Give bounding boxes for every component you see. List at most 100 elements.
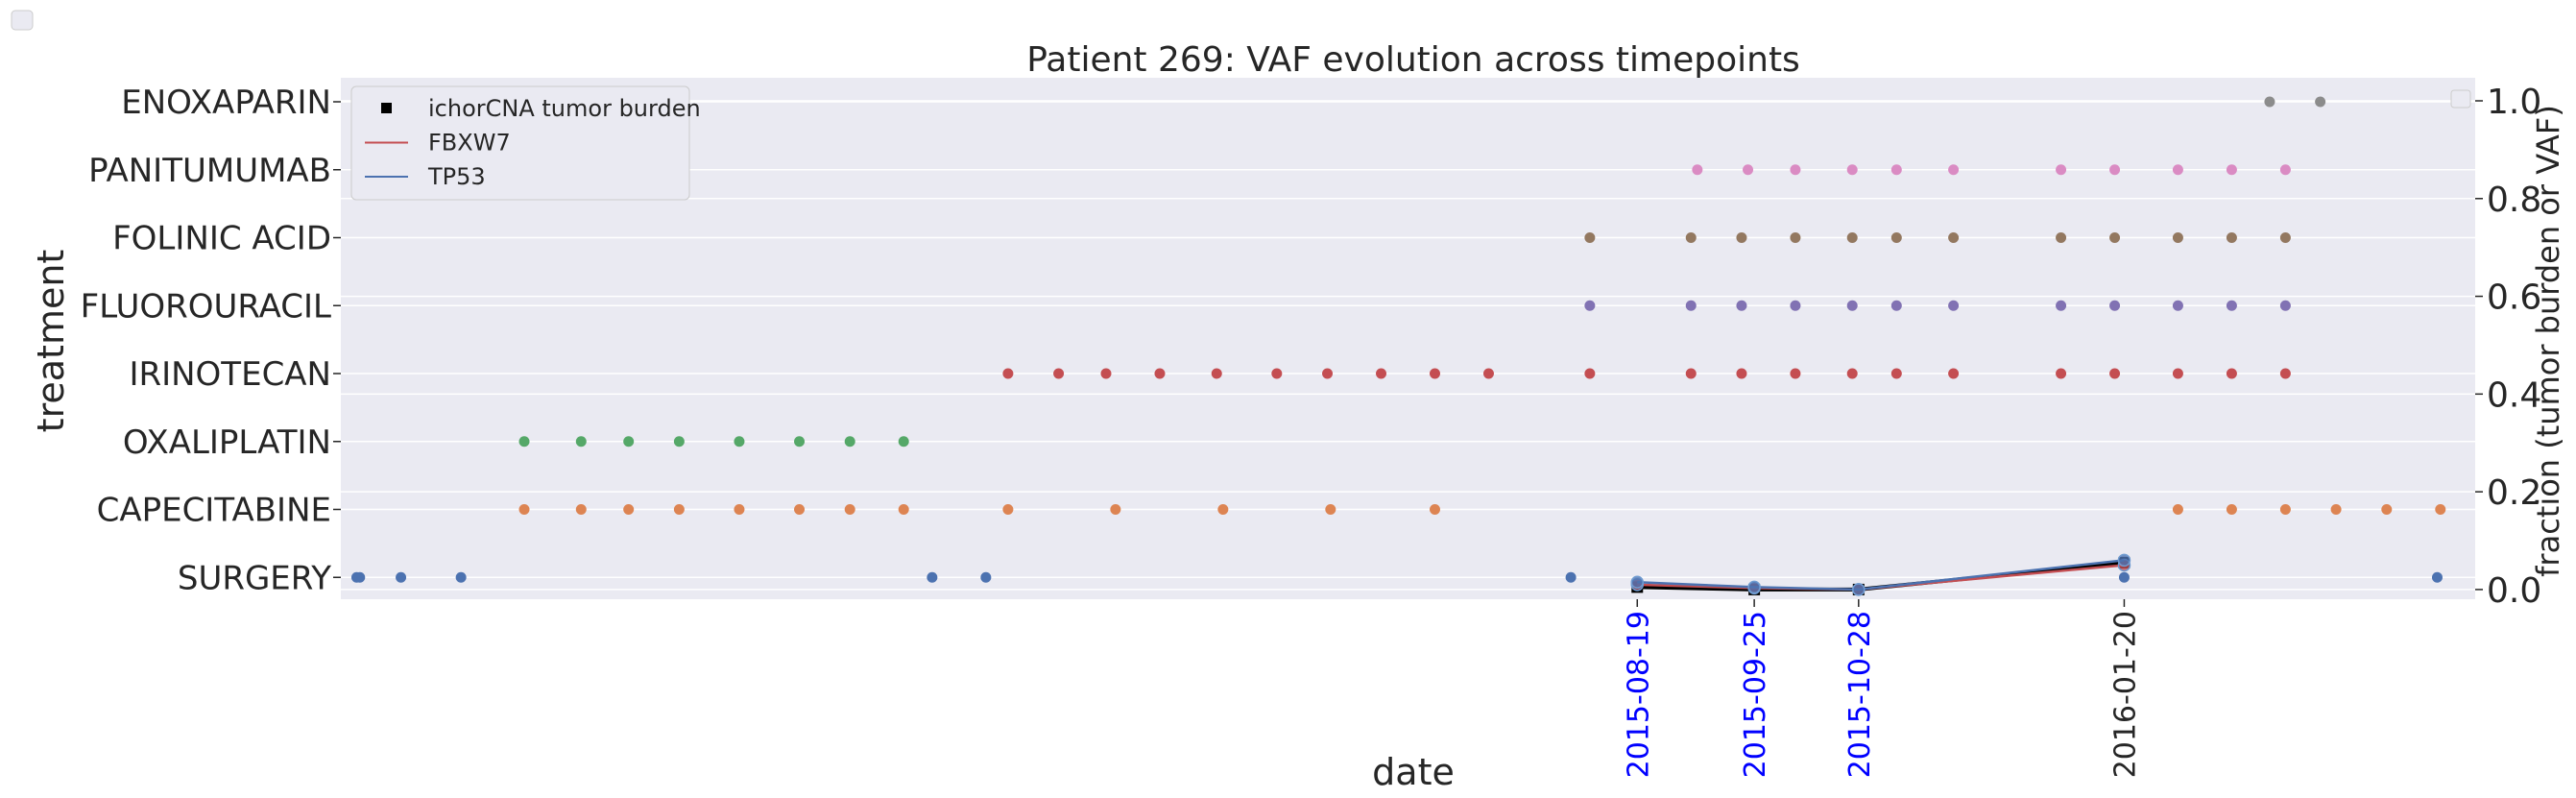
treatment-point: [455, 571, 467, 583]
treatment-point: [1100, 368, 1112, 379]
treatment-point: [844, 436, 855, 447]
fraction-tick-label: 0.8: [2487, 181, 2541, 220]
treatment-point: [575, 436, 587, 447]
legend-label: TP53: [427, 163, 486, 190]
series-point: [1852, 583, 1866, 596]
treatment-point: [844, 504, 855, 515]
treatment-point: [1685, 300, 1697, 311]
treatment-point: [2056, 164, 2067, 176]
treatment-point: [1846, 368, 1858, 379]
treatment-point: [1890, 300, 1902, 311]
treatment-point: [1790, 232, 1801, 243]
treatment-point: [2109, 164, 2121, 176]
treatment-point: [673, 504, 685, 515]
treatment-point: [1211, 368, 1222, 379]
legend-frame: [350, 85, 690, 201]
treatment-point: [1482, 368, 1494, 379]
treatment-point: [2279, 300, 2291, 311]
treatment-point: [898, 504, 909, 515]
treatment-point: [1736, 368, 1747, 379]
grid: [341, 100, 2475, 591]
treatment-point: [1736, 232, 1747, 243]
date-tick-label: 2016-01-20: [2108, 611, 2142, 778]
treatment-point: [2172, 504, 2183, 515]
treatment-point: [2109, 300, 2121, 311]
legend-marker: [381, 103, 392, 113]
treatment-point: [734, 436, 745, 447]
treatment-point: [2056, 368, 2067, 379]
treatment-point: [1685, 232, 1697, 243]
series-point: [1630, 575, 1645, 590]
treatment-point: [1692, 164, 1703, 176]
treatment-point: [2172, 300, 2183, 311]
treatment-point: [1790, 300, 1801, 311]
treatment-point: [2226, 300, 2237, 311]
treatment-point: [1790, 164, 1801, 176]
treatment-point: [2172, 232, 2183, 243]
treatment-point: [1736, 300, 1747, 311]
treatment-point: [2279, 368, 2291, 379]
treatment-point: [1217, 504, 1229, 515]
treatment-axis: SURGERY CAPECITABINE OXALIPLATIN IRINOTECAN…: [81, 84, 341, 597]
treatment-point: [396, 571, 407, 583]
treatment-point: [1429, 368, 1440, 379]
treatment-point: [927, 571, 938, 583]
legend-label: ichorCNA tumor burden: [428, 95, 701, 122]
fraction-axis: 0.0 0.2 0.4 0.6 0.8 1.0: [2475, 83, 2541, 611]
treatment-point: [623, 436, 635, 447]
treatment-point: [2056, 232, 2067, 243]
treatment-point: [2109, 232, 2121, 243]
treatment-point: [2226, 504, 2237, 515]
plot-area: [341, 78, 2475, 599]
treatment-point: [1743, 164, 1754, 176]
date-tick-label: 2015-09-25: [1739, 611, 1772, 778]
treatment-point: [1685, 368, 1697, 379]
treatment-point: [1948, 232, 1960, 243]
treatment-point: [2109, 368, 2121, 379]
treatment-point: [2315, 96, 2326, 108]
treatment-tick-label: IRINOTECAN: [129, 355, 331, 394]
treatment-point: [623, 504, 635, 515]
y2-axis-label: fraction (tumor burden or VAF): [2530, 105, 2566, 577]
fraction-tick-label: 0.4: [2487, 375, 2541, 415]
treatment-point: [2381, 504, 2393, 515]
y-axis-label: treatment: [30, 250, 72, 433]
series-point: [2117, 553, 2131, 568]
treatment-point: [673, 436, 685, 447]
treatment-point: [1584, 368, 1596, 379]
series-line: [1637, 559, 2125, 592]
treatment-tick-label: SURGERY: [178, 559, 331, 597]
treatment-point: [1584, 300, 1596, 311]
treatment-point: [2226, 368, 2237, 379]
date-tick-label: 2015-10-28: [1843, 611, 1877, 778]
empty-legend-box: [2450, 89, 2471, 109]
treatment-point: [2226, 164, 2237, 176]
treatment-point: [2172, 368, 2183, 379]
treatment-point: [794, 504, 806, 515]
treatment-point: [1002, 368, 1014, 379]
treatment-point: [980, 571, 992, 583]
treatment-point: [1565, 571, 1577, 583]
treatment-point: [1890, 164, 1902, 176]
treatment-point: [2279, 164, 2291, 176]
corner-legend-box: [11, 10, 34, 31]
treatment-point: [2431, 571, 2443, 583]
fraction-tick-label: 0.0: [2487, 571, 2541, 611]
fraction-tick-label: 0.2: [2487, 473, 2541, 513]
treatment-point: [1110, 504, 1121, 515]
treatment-point: [1584, 232, 1596, 243]
series-point: [1747, 580, 1761, 594]
treatment-point: [1376, 368, 1387, 379]
treatment-point: [518, 436, 530, 447]
vaf-series: [1630, 553, 2131, 596]
treatment-point: [575, 504, 587, 515]
treatment-point: [2264, 96, 2275, 108]
treatment-point: [2330, 504, 2342, 515]
treatment-point: [1948, 164, 1960, 176]
treatment-tick-label: PANITUMUMAB: [88, 152, 331, 190]
treatment-tick-label: OXALIPLATIN: [123, 423, 331, 462]
treatment-point: [1890, 368, 1902, 379]
chart-title: Patient 269: VAF evolution across timepo…: [1026, 40, 1800, 80]
fraction-tick-label: 1.0: [2487, 83, 2541, 122]
